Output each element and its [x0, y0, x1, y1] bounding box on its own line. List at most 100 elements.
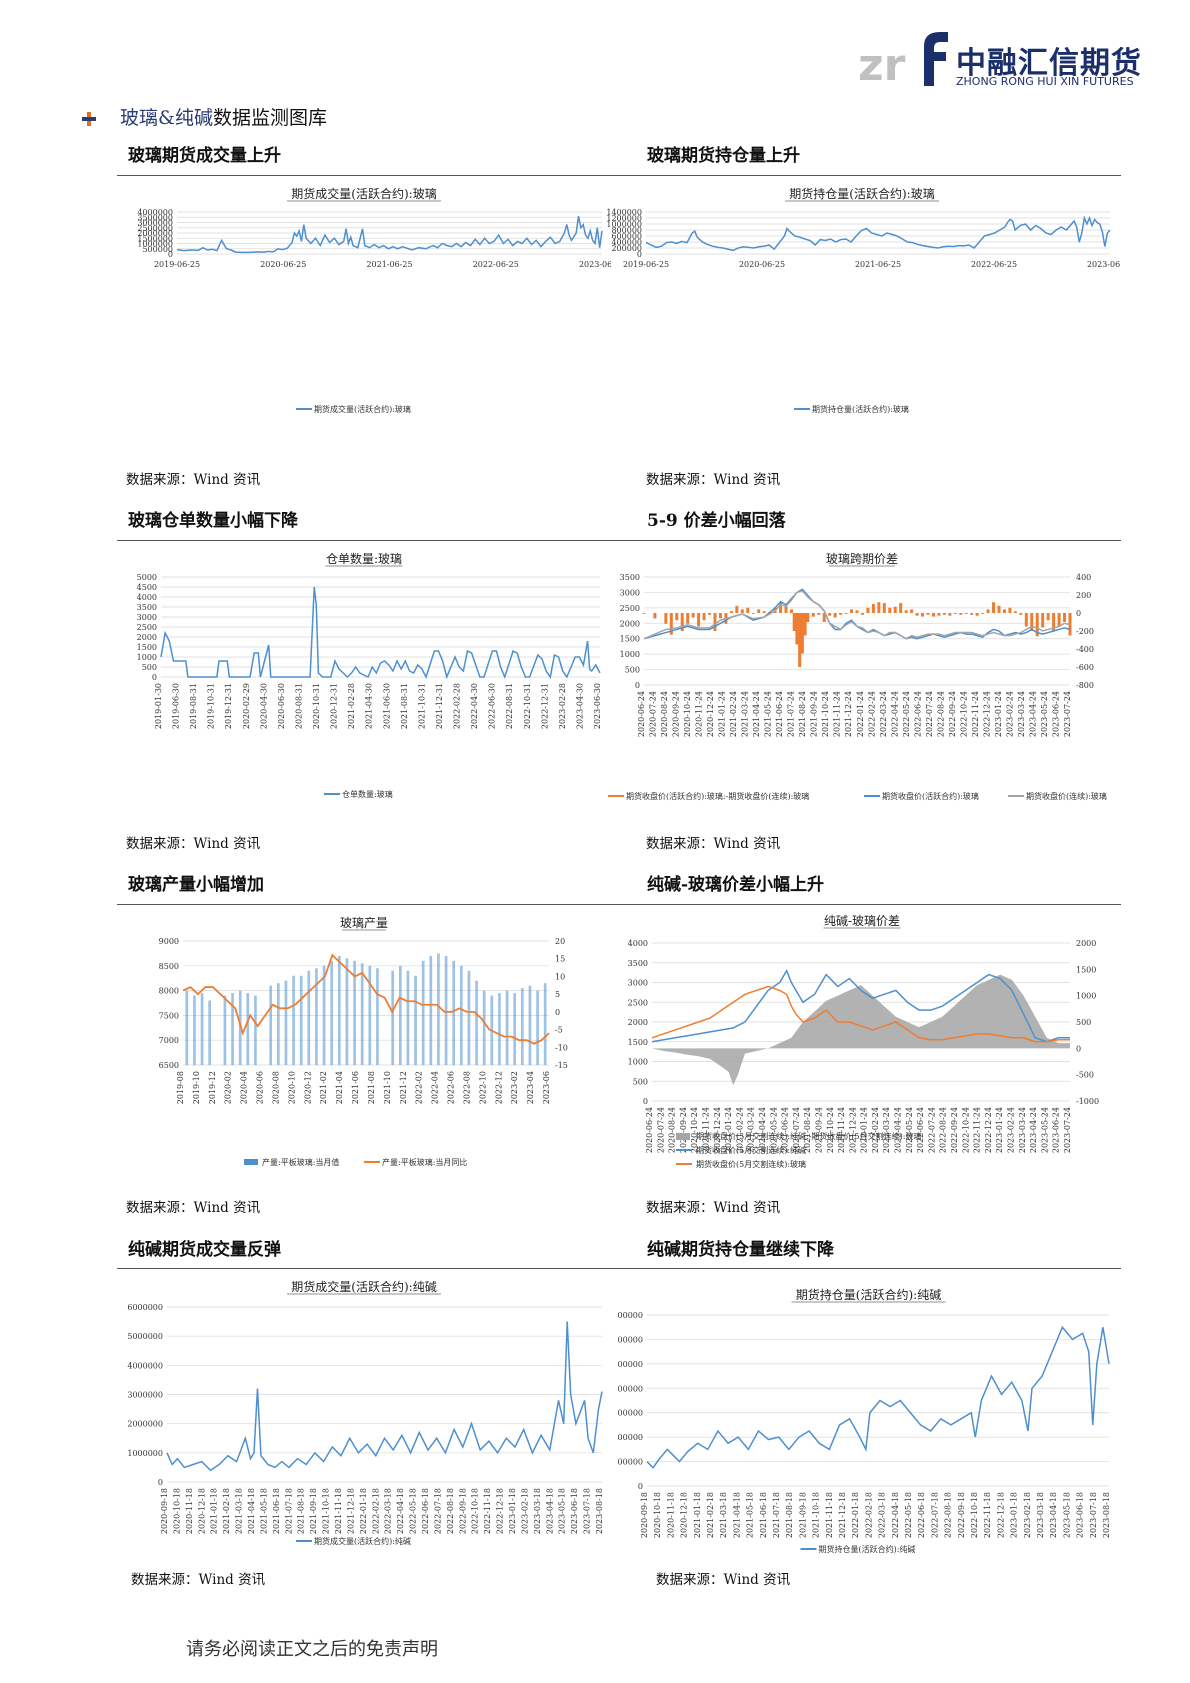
logo-chinese-name: 中融汇信期货: [956, 46, 1142, 81]
legend-label: 仓单数量:玻璃: [342, 789, 393, 799]
x-tick-label: 2020-08: [271, 1071, 280, 1104]
x-tick-label: 2023-04-30: [575, 683, 584, 729]
svg-text:zr: zr: [858, 40, 906, 88]
legend-label: 期货收盘价(5月交割连续):玻璃: [696, 1159, 806, 1169]
x-tick-label: 2021-06-24: [781, 1107, 790, 1153]
chart-title: 玻璃产量: [340, 916, 388, 930]
y2-tick-label: 2000: [1076, 939, 1096, 948]
bar: [498, 993, 501, 1065]
x-tick-label: 2022-02-18: [864, 1492, 873, 1538]
x-tick-label: 2022-11-18: [983, 1492, 992, 1538]
legend-label: 期货持仓量(活跃合约):纯碱: [819, 1544, 916, 1554]
x-tick-label: 2021-06: [351, 1071, 360, 1104]
x-tick-label: 2022-05-24: [905, 1107, 914, 1153]
x-tick-label: 2022-08-18: [944, 1492, 953, 1538]
x-tick-label: 2023-04-24: [1029, 1107, 1038, 1153]
chart-title: 期货持仓量(活跃合约):玻璃: [789, 186, 934, 201]
x-tick-label: 2021-11-18: [334, 1488, 343, 1534]
chart-soda-glass-spread: 纯碱-玻璃价差 0 500 1000 1500 2000 2500 3000 3500 4000 -…: [604, 909, 1120, 1181]
x-tick-label: 2022-08-24: [936, 691, 945, 737]
company-logo: zr 中融汇信期货 ZHONG RONG HUI XIN FUTURES: [858, 28, 1141, 88]
x-tick-label: 2021-01-18: [693, 1492, 702, 1538]
x-tick-label: 2020-07-24: [656, 1107, 665, 1153]
x-tick-label: 2020-07-24: [649, 691, 658, 737]
x-tick-label: 2023-08-18: [595, 1488, 604, 1534]
x-tick-label: 2022-10-18: [970, 1492, 979, 1538]
x-tick-label: 2021-06-24: [775, 691, 784, 737]
x-tick-label: 2021-04-24: [758, 1107, 767, 1153]
chart-svg: 玻璃产量 6500 7000 7500 8000 8500 9000 -15 -10 -5 0 5 10…: [159, 916, 568, 1167]
y-tick-label: 8500: [159, 962, 179, 971]
data-source: 数据来源：Wind 资讯: [131, 1572, 266, 1588]
x-tick-label: 2021-08-18: [785, 1492, 794, 1538]
bar: [223, 995, 227, 1065]
series-area: [652, 974, 1070, 1086]
x-tick-label: 2022-04-24: [890, 691, 899, 737]
y-tick-label: 3500000: [137, 213, 173, 222]
y-tick-label: 1500: [137, 643, 157, 652]
chart-glass-warehouse-receipts: 仓单数量:玻璃 0 500 1000 1500 2000 2500 3000 3500 4000 4…: [117, 545, 611, 817]
bar: [307, 970, 311, 1065]
y-tick-label: 2000: [137, 633, 157, 642]
x-tick-label: 2020-02-29: [242, 683, 251, 729]
x-tick-label: 2023-08-18: [1102, 1492, 1111, 1538]
x-tick-label: 2023-07-18: [583, 1488, 592, 1534]
x-tick-label: 2021-02-28: [347, 683, 356, 729]
y-tick-label: 9000: [159, 937, 179, 946]
x-tick-label: 2022-02-24: [867, 691, 876, 737]
x-tick-label: 2022-10: [478, 1071, 487, 1104]
y2-tick-label: 5: [555, 990, 560, 999]
y-tick-label: 1000: [620, 650, 640, 659]
y-tick-label: 1000000: [606, 220, 642, 229]
data-source: 数据来源：Wind 资讯: [126, 472, 261, 488]
x-tick-label: 2022-04-18: [891, 1492, 900, 1538]
bar: [536, 990, 539, 1065]
y-tick-label: 3000000: [127, 1391, 163, 1400]
x-tick-label: 2020-11-18: [185, 1488, 194, 1534]
x-tick-label: 2022-01-18: [851, 1492, 860, 1538]
x-tick-label: 2021-07-24: [787, 691, 796, 737]
y2-tick-label: -10: [555, 1043, 568, 1052]
x-tick-label: 2022-03-24: [879, 691, 888, 737]
y2-tick-label: -15: [555, 1061, 568, 1070]
y-tick-label: 1500: [620, 635, 640, 644]
y-tick-label: 400000: [617, 1433, 643, 1442]
y2-tick-label: -500: [1076, 1071, 1094, 1080]
x-tick-label: 2022-06-24: [913, 691, 922, 737]
y2-tick-label: -5: [555, 1026, 563, 1035]
series-line: [160, 586, 601, 680]
chart-soda-futures-volume: 期货成交量(活跃合约):纯碱 0 1000000 2000000 3000000 4000…: [117, 1273, 611, 1558]
plus-bullet-icon: [82, 112, 96, 126]
x-tick-label: 2021-06-25: [366, 260, 412, 269]
x-tick-label: 2021-12: [399, 1071, 408, 1104]
disclaimer-note: 请务必阅读正文之后的免责声明: [186, 1639, 438, 1660]
x-tick-label: 2021-06-18: [272, 1488, 281, 1534]
x-tick-label: 2022-05-18: [904, 1492, 913, 1538]
y-tick-label: 3500: [628, 959, 648, 968]
x-tick-label: 2023-06-18: [570, 1488, 579, 1534]
x-tick-label: 2021-03-24: [747, 1107, 756, 1153]
x-tick-label: 2021-12-24: [844, 691, 853, 737]
x-tick-label: 2021-07-18: [284, 1488, 293, 1534]
x-tick-label: 2022-10-31: [523, 683, 532, 729]
x-tick-label: 2023-07-18: [1089, 1492, 1098, 1538]
x-tick-label: 2022-10-24: [959, 691, 968, 737]
x-tick-label: 2021-06-30: [382, 683, 391, 729]
y-tick-label: 2000: [620, 619, 640, 628]
y2-tick-label: -1000: [1076, 1097, 1099, 1106]
x-tick-label: 2023-06-30: [593, 683, 602, 729]
x-tick-label: 2021-03-24: [741, 691, 750, 737]
bar: [231, 993, 234, 1065]
legend-label: 产量:平板玻璃:当月同比: [382, 1157, 467, 1167]
x-tick-label: 2019-08: [176, 1071, 185, 1104]
x-tick-label: 2022-01-24: [856, 691, 865, 737]
x-tick-label: 2023-06-24: [1051, 691, 1060, 737]
bar: [322, 965, 326, 1065]
section-title-prefix: 玻璃&纯碱: [120, 107, 213, 129]
panel-title-soda-glass-spread: 纯碱-玻璃价差小幅上升: [647, 875, 825, 895]
y-tick-label: 0: [635, 681, 640, 690]
x-tick-label: 2021-03-18: [235, 1488, 244, 1534]
data-source: 数据来源：Wind 资讯: [126, 1200, 261, 1216]
y-tick-label: 0: [158, 1478, 163, 1487]
y-tick-label: 800000: [611, 226, 642, 235]
